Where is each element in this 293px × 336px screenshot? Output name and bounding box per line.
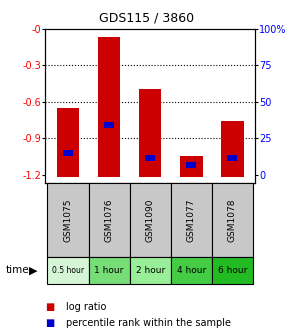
Bar [145,155,155,161]
Text: time: time [6,265,30,276]
Bar [171,183,212,257]
Bar [47,183,88,257]
Text: GSM1076: GSM1076 [105,198,114,242]
Text: ■: ■ [45,302,55,312]
Bar [47,257,88,284]
Text: 6 hour: 6 hour [218,266,247,275]
Bar [130,183,171,257]
Bar [171,257,212,284]
Bar [88,183,130,257]
Text: 1 hour: 1 hour [94,266,124,275]
Bar [212,183,253,257]
Bar [186,162,196,168]
Text: 4 hour: 4 hour [177,266,206,275]
Text: GSM1077: GSM1077 [187,198,196,242]
Text: GSM1075: GSM1075 [64,198,72,242]
Text: 2 hour: 2 hour [136,266,165,275]
Bar [104,122,114,128]
Text: GSM1078: GSM1078 [228,198,237,242]
Bar [180,156,202,177]
Bar [63,150,73,156]
Bar [221,121,243,177]
Bar [212,257,253,284]
Bar [98,37,120,177]
Text: log ratio: log ratio [66,302,106,312]
Bar [88,257,130,284]
Text: GSM1090: GSM1090 [146,198,155,242]
Text: GDS115 / 3860: GDS115 / 3860 [99,12,194,25]
Bar [139,89,161,177]
Text: percentile rank within the sample: percentile rank within the sample [66,318,231,328]
Text: 0.5 hour: 0.5 hour [52,266,84,275]
Text: ■: ■ [45,318,55,328]
Bar [130,257,171,284]
Text: ▶: ▶ [29,265,38,276]
Bar [57,108,79,177]
Bar [227,155,237,161]
